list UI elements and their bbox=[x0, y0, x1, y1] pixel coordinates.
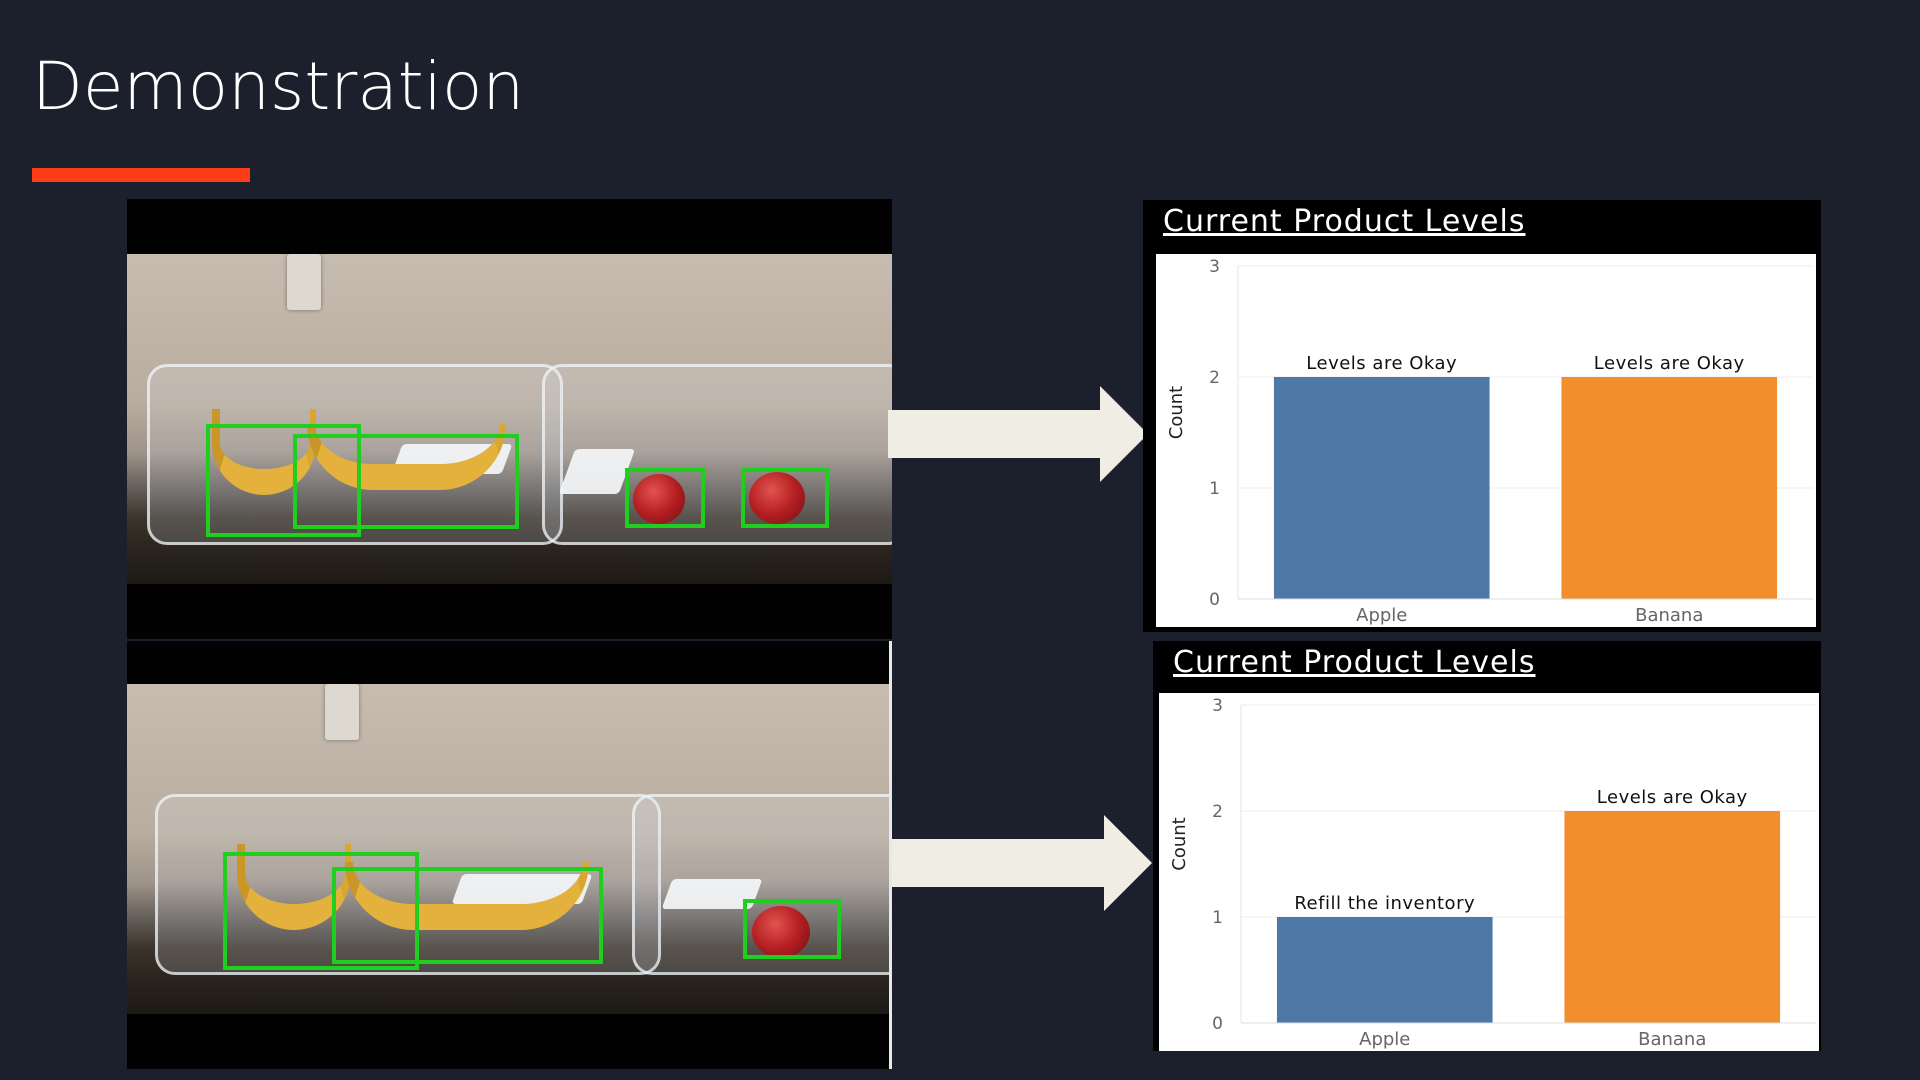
y-axis-label: Count bbox=[1166, 386, 1187, 439]
detection-box bbox=[332, 867, 603, 964]
detection-box bbox=[223, 852, 419, 970]
camera-frame-top bbox=[127, 199, 892, 639]
camera-scene bbox=[127, 254, 892, 584]
bar-apple bbox=[1273, 377, 1490, 599]
wall-outlet bbox=[325, 684, 359, 740]
detection-box bbox=[625, 468, 705, 528]
apple bbox=[633, 474, 685, 524]
detection-box bbox=[741, 468, 829, 528]
wall-outlet bbox=[287, 254, 321, 310]
y-axis-label: Count bbox=[1169, 817, 1190, 870]
detection-box bbox=[743, 899, 841, 959]
detection-box bbox=[293, 434, 519, 529]
chart-title: Current Product Levels bbox=[1163, 204, 1526, 239]
x-tick-label: Apple bbox=[1359, 1029, 1410, 1050]
y-tick-label: 0 bbox=[1212, 1014, 1223, 1034]
title-accent-bar bbox=[32, 168, 250, 182]
bar-banana bbox=[1564, 811, 1781, 1023]
chart-title: Current Product Levels bbox=[1173, 645, 1536, 680]
bar-data-label: Levels are Okay bbox=[1306, 353, 1457, 374]
y-tick-label: 3 bbox=[1209, 257, 1220, 277]
chart-panel-bottom: Current Product Levels 0 1 2 3 Count Refill t… bbox=[1153, 641, 1821, 1051]
bar-chart: 0 1 2 3 Count Refill the inventory Apple Levels… bbox=[1159, 693, 1819, 1051]
bar-data-label: Levels are Okay bbox=[1594, 353, 1745, 374]
x-tick-label: Banana bbox=[1635, 605, 1703, 626]
y-tick-label: 2 bbox=[1209, 368, 1220, 388]
bar-banana bbox=[1561, 377, 1778, 599]
arrow-right-icon bbox=[892, 815, 1152, 911]
slide-title: Demonstration bbox=[32, 48, 525, 125]
bar-apple bbox=[1276, 917, 1493, 1023]
detection-box bbox=[206, 424, 361, 537]
bar-chart: 0 1 2 3 Count Levels are Okay Apple Levels are … bbox=[1156, 254, 1816, 627]
y-tick-label: 2 bbox=[1212, 802, 1223, 822]
bar-data-label: Levels are Okay bbox=[1597, 787, 1748, 808]
apple bbox=[749, 472, 805, 524]
x-tick-label: Apple bbox=[1356, 605, 1407, 626]
camera-scene bbox=[127, 684, 889, 1014]
y-tick-label: 1 bbox=[1209, 479, 1220, 499]
bar-data-label: Refill the inventory bbox=[1294, 893, 1475, 914]
chart-panel-top: Current Product Levels 0 1 2 3 Count Levels a… bbox=[1143, 200, 1821, 632]
arrow-right-icon bbox=[888, 386, 1148, 482]
y-tick-label: 0 bbox=[1209, 590, 1220, 610]
y-tick-label: 3 bbox=[1212, 696, 1223, 716]
apple bbox=[752, 906, 810, 958]
x-tick-label: Banana bbox=[1638, 1029, 1706, 1050]
y-tick-label: 1 bbox=[1212, 908, 1223, 928]
camera-frame-bottom bbox=[127, 641, 892, 1069]
